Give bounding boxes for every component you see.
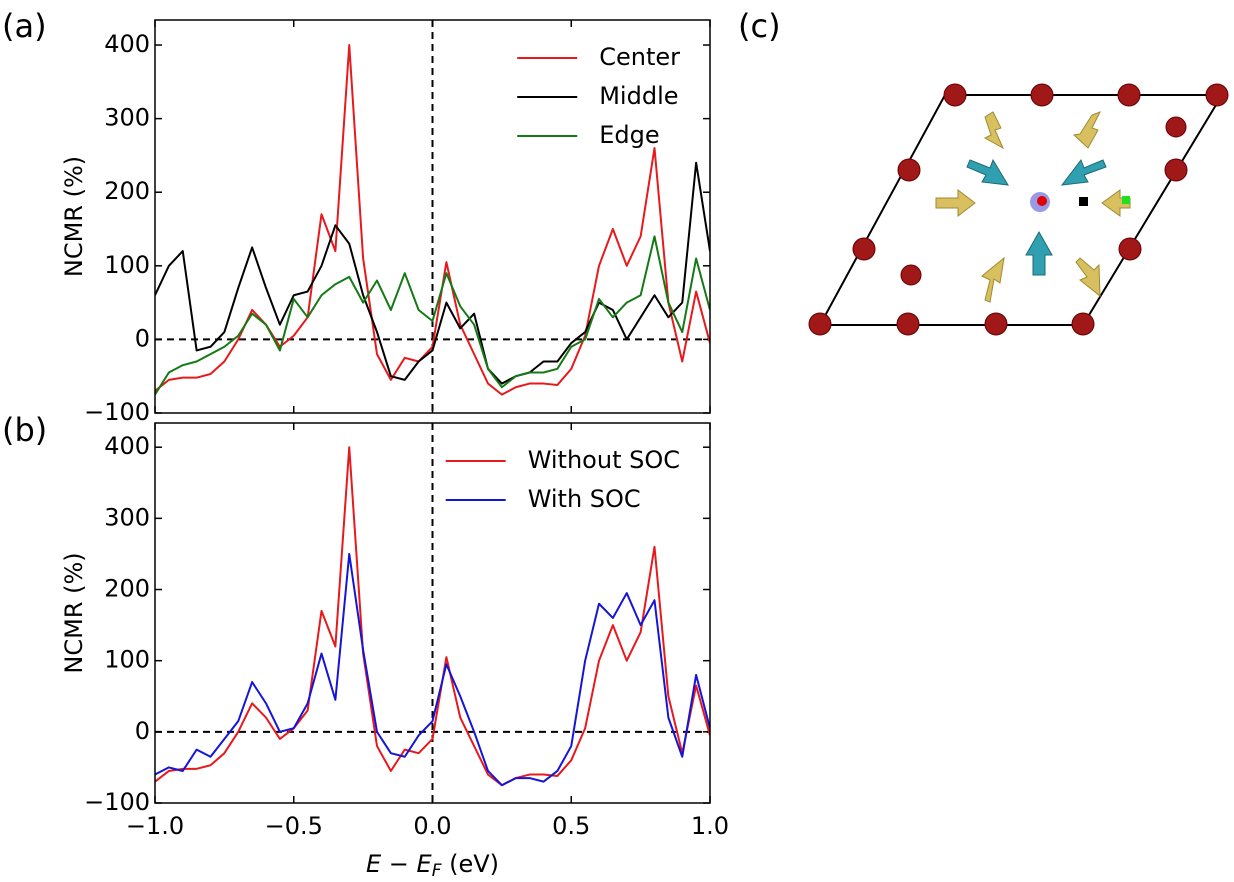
data-line: [155, 161, 710, 385]
legend-label: Middle: [599, 82, 678, 110]
plot-frame: [154, 422, 711, 804]
panel-label: (b): [2, 411, 47, 449]
legend-label: Center: [599, 43, 680, 71]
y-axis-label: NCMR (%): [60, 552, 88, 673]
y-tick-label: −100: [84, 788, 150, 816]
plot-frame: [154, 19, 711, 414]
y-tick-label: 100: [104, 646, 150, 674]
x-axis-label-part: E: [366, 850, 382, 878]
x-tick-label: −1.0: [126, 812, 184, 840]
x-axis-label-part: −: [381, 850, 416, 878]
legend-label: Edge: [599, 121, 659, 149]
y-tick-label: 200: [104, 575, 150, 603]
y-tick-label: −100: [84, 398, 150, 426]
legend-label: Without SOC: [528, 446, 680, 474]
y-tick-label: 400: [104, 30, 150, 58]
y-tick-label: 300: [104, 503, 150, 531]
y-tick-label: 200: [104, 177, 150, 205]
y-tick-label: 100: [104, 251, 150, 279]
data-line: [155, 446, 710, 787]
y-tick-label: 0: [135, 717, 150, 745]
x-tick-label: −0.5: [265, 812, 323, 840]
x-tick-label: 0.0: [413, 812, 451, 840]
panel-label: (a): [2, 7, 47, 45]
y-axis-label: NCMR (%): [60, 156, 88, 277]
legend: Center Middle Edge: [517, 43, 680, 149]
data-line: [155, 235, 710, 396]
x-axis-label-part: (eV): [441, 850, 499, 878]
x-axis-label-part: E: [417, 850, 433, 878]
legend: Without SOC With SOC: [445, 446, 680, 513]
panel-label: (c): [738, 7, 781, 45]
x-axis-label-part: F: [432, 861, 442, 881]
y-tick-label: 0: [135, 324, 150, 352]
crystal-structure: [808, 83, 1229, 336]
x-tick-label: 0.5: [552, 812, 590, 840]
data-line: [155, 552, 710, 787]
y-tick-label: 300: [104, 104, 150, 132]
x-axis-label: E − EF (eV): [366, 850, 499, 881]
legend-label: With SOC: [528, 485, 641, 513]
x-tick-label: 1.0: [691, 812, 729, 840]
y-tick-label: 400: [104, 432, 150, 460]
